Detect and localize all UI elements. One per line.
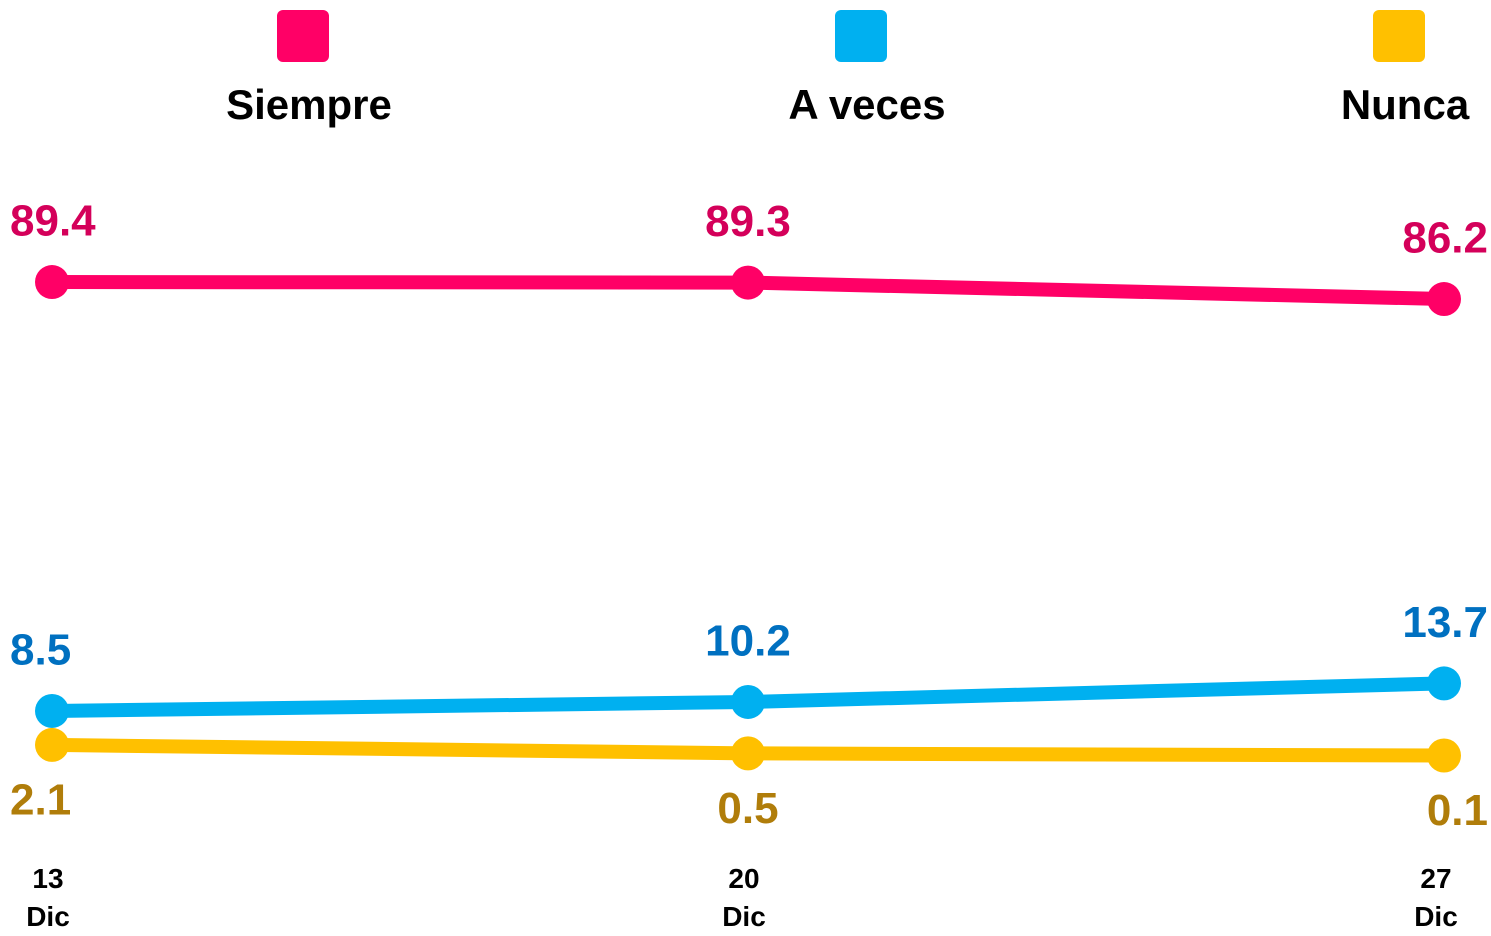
x-tick-label: 13 Dic bbox=[26, 863, 70, 932]
data-label: 8.5 bbox=[10, 626, 71, 675]
data-label: 89.4 bbox=[10, 197, 96, 246]
point bbox=[1427, 738, 1461, 773]
legend-swatch bbox=[835, 10, 887, 62]
data-label: 2.1 bbox=[10, 776, 71, 825]
point bbox=[731, 265, 765, 300]
legend-swatch bbox=[277, 10, 329, 62]
data-label: 13.7 bbox=[1402, 598, 1488, 647]
legend-swatch bbox=[1373, 10, 1425, 62]
point bbox=[731, 736, 765, 771]
point bbox=[35, 693, 69, 728]
point bbox=[1427, 666, 1461, 701]
data-label: 0.1 bbox=[1427, 786, 1488, 835]
point bbox=[35, 265, 69, 300]
data-label: 86.2 bbox=[1402, 214, 1488, 263]
x-tick-label: 27 Dic bbox=[1414, 863, 1458, 932]
point bbox=[1427, 282, 1461, 317]
x-tick-label: 20 Dic bbox=[722, 863, 766, 932]
point bbox=[35, 727, 69, 762]
data-label: 10.2 bbox=[705, 617, 791, 666]
legend-label: A veces bbox=[788, 81, 945, 128]
data-label: 0.5 bbox=[717, 784, 778, 833]
data-label: 89.3 bbox=[705, 197, 791, 246]
legend-label: Siempre bbox=[226, 81, 392, 128]
point bbox=[731, 684, 765, 719]
legend-label: Nunca bbox=[1341, 81, 1470, 128]
